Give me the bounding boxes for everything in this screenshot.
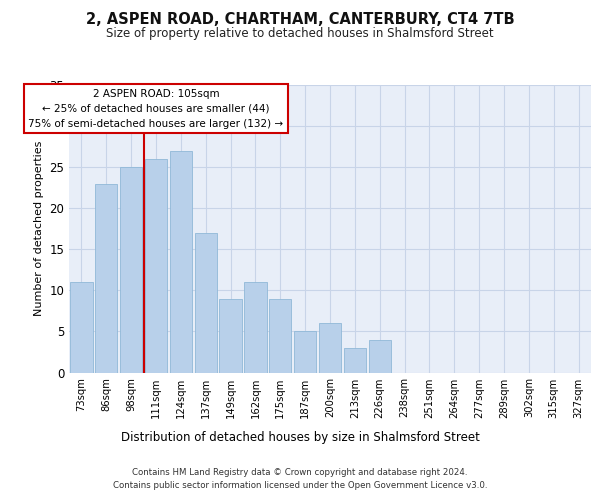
- Bar: [294, 332, 316, 372]
- Bar: [244, 282, 266, 372]
- Text: Contains HM Land Registry data © Crown copyright and database right 2024.: Contains HM Land Registry data © Crown c…: [132, 468, 468, 477]
- Text: Distribution of detached houses by size in Shalmsford Street: Distribution of detached houses by size …: [121, 431, 479, 444]
- Bar: [70, 282, 92, 372]
- Bar: [95, 184, 118, 372]
- Text: Contains public sector information licensed under the Open Government Licence v3: Contains public sector information licen…: [113, 482, 487, 490]
- Text: Size of property relative to detached houses in Shalmsford Street: Size of property relative to detached ho…: [106, 28, 494, 40]
- Bar: [368, 340, 391, 372]
- Text: 2, ASPEN ROAD, CHARTHAM, CANTERBURY, CT4 7TB: 2, ASPEN ROAD, CHARTHAM, CANTERBURY, CT4…: [86, 12, 514, 28]
- Bar: [344, 348, 366, 372]
- Bar: [269, 298, 292, 372]
- Bar: [145, 159, 167, 372]
- Bar: [319, 323, 341, 372]
- Bar: [120, 167, 142, 372]
- Y-axis label: Number of detached properties: Number of detached properties: [34, 141, 44, 316]
- Text: 2 ASPEN ROAD: 105sqm
← 25% of detached houses are smaller (44)
75% of semi-detac: 2 ASPEN ROAD: 105sqm ← 25% of detached h…: [28, 89, 284, 128]
- Bar: [220, 298, 242, 372]
- Bar: [170, 150, 192, 372]
- Bar: [194, 233, 217, 372]
